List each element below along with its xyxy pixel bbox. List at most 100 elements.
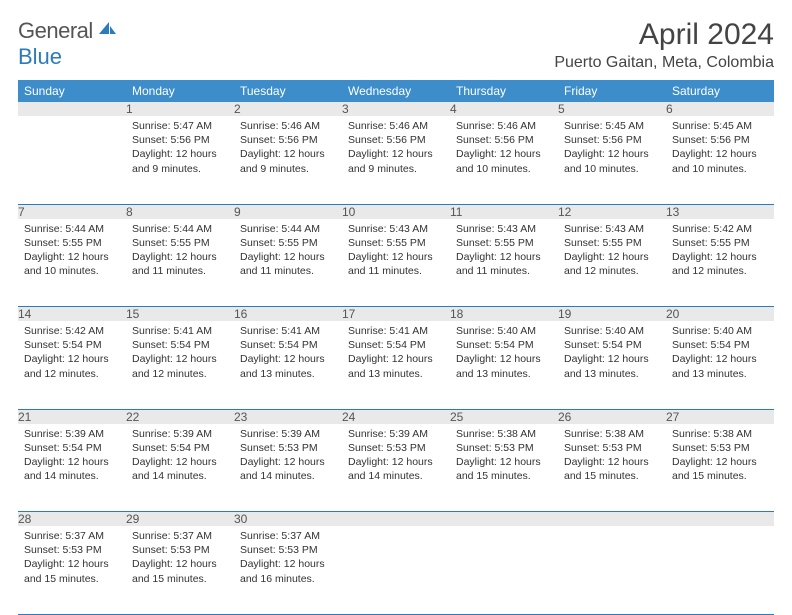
day-cell: Sunrise: 5:46 AMSunset: 5:56 PMDaylight:… <box>450 116 558 204</box>
sunrise-text: Sunrise: 5:40 AM <box>456 324 552 338</box>
daylight-text: Daylight: 12 hours and 10 minutes. <box>456 147 552 175</box>
day-number <box>558 512 666 527</box>
daylight-text: Daylight: 12 hours and 15 minutes. <box>672 455 768 483</box>
day-cell: Sunrise: 5:37 AMSunset: 5:53 PMDaylight:… <box>18 526 126 614</box>
day-cell: Sunrise: 5:39 AMSunset: 5:53 PMDaylight:… <box>234 424 342 512</box>
sunrise-text: Sunrise: 5:43 AM <box>348 222 444 236</box>
weekday-header: Tuesday <box>234 80 342 102</box>
sunset-text: Sunset: 5:54 PM <box>24 338 120 352</box>
day-cell: Sunrise: 5:43 AMSunset: 5:55 PMDaylight:… <box>450 219 558 307</box>
day-cell: Sunrise: 5:43 AMSunset: 5:55 PMDaylight:… <box>558 219 666 307</box>
day-number: 11 <box>450 204 558 219</box>
sunrise-text: Sunrise: 5:39 AM <box>132 427 228 441</box>
sunrise-text: Sunrise: 5:43 AM <box>564 222 660 236</box>
daylight-text: Daylight: 12 hours and 15 minutes. <box>24 557 120 585</box>
day-number: 22 <box>126 409 234 424</box>
sunrise-text: Sunrise: 5:45 AM <box>672 119 768 133</box>
daylight-text: Daylight: 12 hours and 10 minutes. <box>672 147 768 175</box>
sunrise-text: Sunrise: 5:44 AM <box>240 222 336 236</box>
daylight-text: Daylight: 12 hours and 10 minutes. <box>564 147 660 175</box>
sunrise-text: Sunrise: 5:41 AM <box>240 324 336 338</box>
daylight-text: Daylight: 12 hours and 9 minutes. <box>240 147 336 175</box>
day-number: 9 <box>234 204 342 219</box>
sunset-text: Sunset: 5:56 PM <box>672 133 768 147</box>
sunrise-text: Sunrise: 5:46 AM <box>240 119 336 133</box>
day-number: 7 <box>18 204 126 219</box>
sunrise-text: Sunrise: 5:37 AM <box>24 529 120 543</box>
daylight-text: Daylight: 12 hours and 15 minutes. <box>132 557 228 585</box>
day-cell: Sunrise: 5:42 AMSunset: 5:55 PMDaylight:… <box>666 219 774 307</box>
sunrise-text: Sunrise: 5:39 AM <box>24 427 120 441</box>
sunset-text: Sunset: 5:53 PM <box>672 441 768 455</box>
day-number: 14 <box>18 307 126 322</box>
day-cell: Sunrise: 5:41 AMSunset: 5:54 PMDaylight:… <box>342 321 450 409</box>
sunset-text: Sunset: 5:56 PM <box>240 133 336 147</box>
daylight-text: Daylight: 12 hours and 13 minutes. <box>348 352 444 380</box>
day-number: 27 <box>666 409 774 424</box>
day-number: 19 <box>558 307 666 322</box>
sunset-text: Sunset: 5:54 PM <box>132 338 228 352</box>
day-cell <box>558 526 666 614</box>
day-number: 1 <box>126 102 234 116</box>
daylight-text: Daylight: 12 hours and 11 minutes. <box>456 250 552 278</box>
sunset-text: Sunset: 5:54 PM <box>240 338 336 352</box>
daylight-text: Daylight: 12 hours and 10 minutes. <box>24 250 120 278</box>
sunset-text: Sunset: 5:55 PM <box>240 236 336 250</box>
day-cell: Sunrise: 5:47 AMSunset: 5:56 PMDaylight:… <box>126 116 234 204</box>
day-cell: Sunrise: 5:40 AMSunset: 5:54 PMDaylight:… <box>558 321 666 409</box>
sunrise-text: Sunrise: 5:39 AM <box>240 427 336 441</box>
title-block: April 2024 Puerto Gaitan, Meta, Colombia <box>554 18 774 72</box>
day-number: 3 <box>342 102 450 116</box>
day-number: 8 <box>126 204 234 219</box>
day-cell: Sunrise: 5:44 AMSunset: 5:55 PMDaylight:… <box>18 219 126 307</box>
day-cell <box>18 116 126 204</box>
weekday-header: Monday <box>126 80 234 102</box>
day-cell: Sunrise: 5:37 AMSunset: 5:53 PMDaylight:… <box>126 526 234 614</box>
sunset-text: Sunset: 5:53 PM <box>132 543 228 557</box>
header: General April 2024 Puerto Gaitan, Meta, … <box>18 18 774 72</box>
day-cell: Sunrise: 5:40 AMSunset: 5:54 PMDaylight:… <box>450 321 558 409</box>
day-number: 29 <box>126 512 234 527</box>
day-cell <box>342 526 450 614</box>
day-cell: Sunrise: 5:46 AMSunset: 5:56 PMDaylight:… <box>342 116 450 204</box>
daylight-text: Daylight: 12 hours and 12 minutes. <box>564 250 660 278</box>
daylight-text: Daylight: 12 hours and 15 minutes. <box>564 455 660 483</box>
sunset-text: Sunset: 5:55 PM <box>132 236 228 250</box>
daylight-text: Daylight: 12 hours and 16 minutes. <box>240 557 336 585</box>
sunset-text: Sunset: 5:56 PM <box>132 133 228 147</box>
day-cell: Sunrise: 5:40 AMSunset: 5:54 PMDaylight:… <box>666 321 774 409</box>
sunset-text: Sunset: 5:56 PM <box>456 133 552 147</box>
day-cell <box>450 526 558 614</box>
day-cell: Sunrise: 5:39 AMSunset: 5:54 PMDaylight:… <box>126 424 234 512</box>
sunset-text: Sunset: 5:55 PM <box>672 236 768 250</box>
sunrise-text: Sunrise: 5:43 AM <box>456 222 552 236</box>
day-number: 10 <box>342 204 450 219</box>
sunrise-text: Sunrise: 5:46 AM <box>456 119 552 133</box>
day-cell: Sunrise: 5:45 AMSunset: 5:56 PMDaylight:… <box>558 116 666 204</box>
sunset-text: Sunset: 5:54 PM <box>24 441 120 455</box>
sunset-text: Sunset: 5:54 PM <box>456 338 552 352</box>
brand-sail-icon <box>97 20 117 41</box>
sunrise-text: Sunrise: 5:44 AM <box>132 222 228 236</box>
day-cell: Sunrise: 5:44 AMSunset: 5:55 PMDaylight:… <box>234 219 342 307</box>
day-number: 6 <box>666 102 774 116</box>
sunset-text: Sunset: 5:54 PM <box>564 338 660 352</box>
sunrise-text: Sunrise: 5:39 AM <box>348 427 444 441</box>
day-number <box>342 512 450 527</box>
day-number: 26 <box>558 409 666 424</box>
sunset-text: Sunset: 5:56 PM <box>348 133 444 147</box>
day-cell: Sunrise: 5:44 AMSunset: 5:55 PMDaylight:… <box>126 219 234 307</box>
weekday-header: Wednesday <box>342 80 450 102</box>
day-number: 13 <box>666 204 774 219</box>
sunset-text: Sunset: 5:56 PM <box>564 133 660 147</box>
sunset-text: Sunset: 5:54 PM <box>132 441 228 455</box>
daylight-text: Daylight: 12 hours and 9 minutes. <box>348 147 444 175</box>
day-number: 4 <box>450 102 558 116</box>
day-cell: Sunrise: 5:42 AMSunset: 5:54 PMDaylight:… <box>18 321 126 409</box>
daylight-text: Daylight: 12 hours and 11 minutes. <box>348 250 444 278</box>
day-cell <box>666 526 774 614</box>
day-number: 2 <box>234 102 342 116</box>
sunrise-text: Sunrise: 5:41 AM <box>132 324 228 338</box>
day-cell: Sunrise: 5:39 AMSunset: 5:54 PMDaylight:… <box>18 424 126 512</box>
sunrise-text: Sunrise: 5:37 AM <box>240 529 336 543</box>
